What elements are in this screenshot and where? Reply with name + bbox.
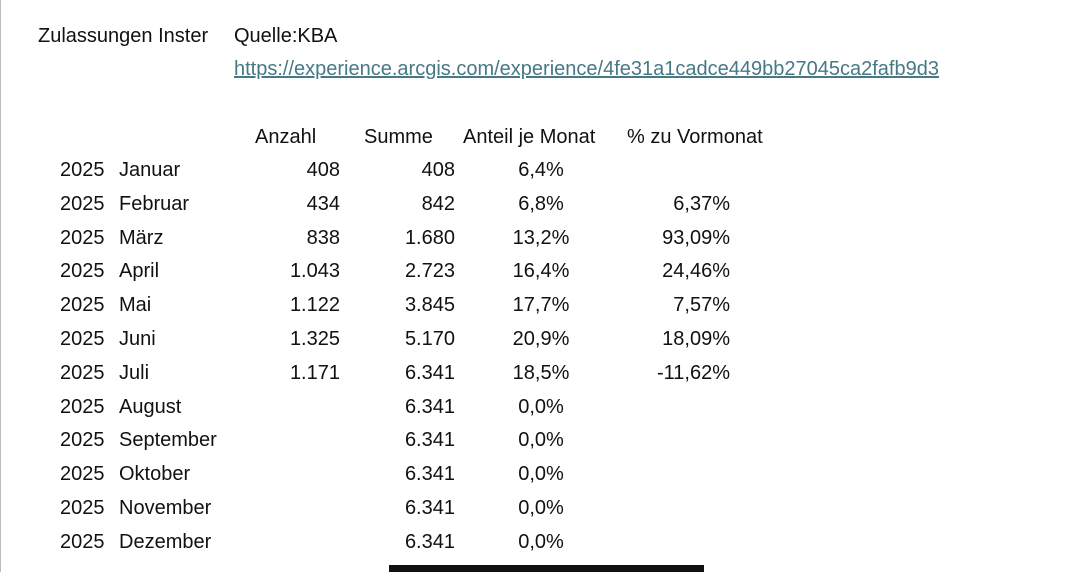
anteil-cell: 0,0%	[518, 395, 564, 418]
anteil-cell: 0,0%	[518, 429, 564, 452]
anteil-cell: 18,5%	[512, 361, 570, 384]
year-cell: 2025	[60, 429, 105, 452]
anteil-cell: 6,4%	[518, 159, 564, 181]
year-cell: 2025	[60, 328, 105, 350]
anzahl-cell: 1.043	[289, 260, 340, 283]
vormonat-cell: 93,09%	[662, 226, 730, 249]
anteil-cell: 17,7%	[512, 294, 570, 317]
column-header: Summe	[364, 126, 433, 148]
anteil-cell: 20,9%	[512, 328, 570, 350]
year-cell: 2025	[60, 159, 105, 181]
summe-cell: 6.341	[404, 463, 455, 486]
month-cell: November	[119, 497, 212, 519]
month-cell: Januar	[119, 159, 181, 181]
vormonat-cell: -11,62%	[656, 361, 730, 384]
anteil-cell: 13,2%	[512, 226, 570, 249]
summe-cell: 6.341	[404, 530, 455, 553]
source: Quelle:KBA	[234, 25, 338, 47]
vormonat-cell: 18,09%	[662, 328, 730, 350]
anzahl-cell: 1.122	[289, 294, 340, 317]
summe-cell: 1.680	[404, 226, 455, 249]
year-cell: 2025	[60, 226, 105, 249]
month-cell: Mai	[119, 294, 152, 317]
summe-cell: 6.341	[404, 497, 455, 519]
vormonat-cell: 6,37%	[673, 192, 730, 215]
anteil-cell: 6,8%	[518, 192, 564, 215]
year-cell: 2025	[60, 497, 105, 519]
month-cell: Juli	[119, 361, 150, 384]
year-cell: 2025	[60, 192, 105, 215]
month-cell: Februar	[119, 192, 190, 215]
year-cell: 2025	[60, 361, 105, 384]
column-header: Anzahl	[255, 126, 317, 148]
year-cell: 2025	[60, 260, 105, 283]
month-cell: August	[119, 395, 182, 418]
year-cell: 2025	[60, 463, 105, 486]
summe-cell: 408	[421, 159, 455, 181]
title: Zulassungen Inster	[38, 25, 209, 47]
month-cell: Dezember	[119, 530, 212, 553]
summe-cell: 842	[421, 192, 455, 215]
summe-cell: 2.723	[404, 260, 455, 283]
anteil-cell: 0,0%	[518, 463, 564, 486]
column-header: Anteil je Monat	[463, 126, 596, 148]
month-cell: Juni	[119, 328, 156, 350]
summe-cell: 6.341	[404, 395, 455, 418]
anteil-cell: 0,0%	[518, 497, 564, 519]
summe-cell: 3.845	[404, 294, 455, 317]
anzahl-cell: 408	[306, 159, 340, 181]
year-cell: 2025	[60, 530, 105, 553]
summe-cell: 6.341	[404, 361, 455, 384]
month-cell: April	[119, 260, 160, 283]
anteil-cell: 0,0%	[518, 530, 564, 553]
bottom-bar	[389, 565, 704, 572]
anzahl-cell: 1.325	[289, 328, 340, 350]
month-cell: Oktober	[119, 463, 191, 486]
vormonat-cell: 24,46%	[662, 260, 730, 283]
frame-left	[0, 0, 1, 572]
summe-cell: 5.170	[404, 328, 455, 350]
anteil-cell: 16,4%	[512, 260, 570, 283]
month-cell: September	[119, 429, 217, 452]
column-header: % zu Vormonat	[627, 126, 763, 148]
year-cell: 2025	[60, 294, 105, 317]
anzahl-cell: 434	[306, 192, 340, 215]
summe-cell: 6.341	[404, 429, 455, 452]
anzahl-cell: 1.171	[289, 361, 340, 384]
month-cell: März	[119, 226, 164, 249]
year-cell: 2025	[60, 395, 105, 418]
vormonat-cell: 7,57%	[673, 294, 730, 317]
anzahl-cell: 838	[306, 226, 340, 249]
source-link[interactable]: https://experience.arcgis.com/experience…	[234, 58, 939, 80]
